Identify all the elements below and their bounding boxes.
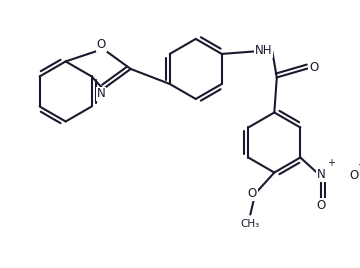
Text: O: O — [96, 38, 106, 51]
Text: O: O — [349, 169, 359, 182]
Text: +: + — [327, 158, 335, 168]
Text: N: N — [317, 168, 326, 181]
Text: O: O — [248, 187, 257, 200]
Text: N: N — [97, 87, 105, 100]
Text: CH₃: CH₃ — [241, 219, 260, 229]
Text: O: O — [309, 61, 319, 74]
Text: NH: NH — [255, 44, 272, 57]
Text: O: O — [317, 199, 326, 212]
Text: −: − — [358, 159, 360, 170]
